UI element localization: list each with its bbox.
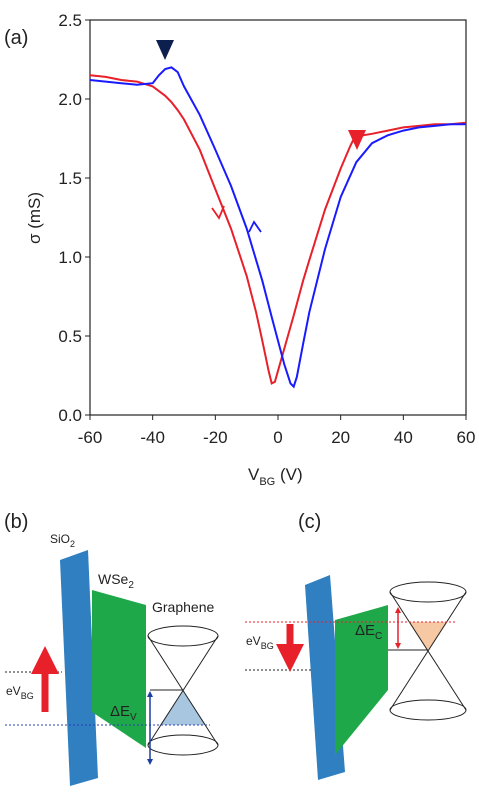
oxide-label: SiO2 xyxy=(50,532,75,549)
y-axis-label: σ (mS) xyxy=(25,192,44,244)
offset-label: ΔEV xyxy=(110,703,137,723)
sweep-arrow-red xyxy=(211,205,225,220)
x-tick-label: 40 xyxy=(394,428,413,447)
oxide-sub: 2 xyxy=(70,539,75,549)
wse2-block xyxy=(92,590,146,748)
y-tick-label: 1.0 xyxy=(58,248,82,267)
bias-text: eV xyxy=(6,684,21,698)
y-tick-label: 2.5 xyxy=(58,11,82,30)
empty-states xyxy=(409,622,447,650)
oxide-bar xyxy=(60,550,98,786)
bias-text: eV xyxy=(246,634,261,648)
series-line xyxy=(89,74,467,385)
sweep-arrow-blue xyxy=(248,220,262,233)
x-axis-label-sub: BG xyxy=(259,476,275,488)
panel-label: (b) xyxy=(4,511,28,533)
graphene-label: Graphene xyxy=(152,599,214,615)
panel-label: (a) xyxy=(4,27,28,49)
y-tick-label: 0.0 xyxy=(58,406,82,425)
offset-text: ΔE xyxy=(355,622,375,639)
valence-marker xyxy=(156,40,174,60)
wse2-text: WSe xyxy=(98,571,129,587)
series-line xyxy=(89,66,466,389)
offset-label: ΔEC xyxy=(355,622,382,642)
bias-label: eVBG xyxy=(6,684,34,701)
offset-text: ΔE xyxy=(110,703,130,720)
dirac-cone xyxy=(389,581,467,721)
x-tick-label: 60 xyxy=(457,428,476,447)
wse2-sub: 2 xyxy=(128,580,134,591)
oxide-text: SiO xyxy=(50,532,70,546)
offset-sub: C xyxy=(375,631,382,642)
bias-sub: BG xyxy=(21,691,34,701)
wse2-block xyxy=(335,605,388,755)
x-axis-label: VBG (V) xyxy=(248,465,303,488)
y-tick-label: 2.0 xyxy=(58,90,82,109)
y-tick-label: 1.5 xyxy=(58,169,82,188)
x-tick-label: -40 xyxy=(140,428,165,447)
panel-label: (c) xyxy=(298,511,321,533)
x-tick-label: 0 xyxy=(273,428,282,447)
x-axis-label-main: V xyxy=(248,465,260,484)
x-axis-label-unit: (V) xyxy=(275,465,302,484)
bias-sub: BG xyxy=(261,641,274,651)
x-tick-label: 20 xyxy=(331,428,350,447)
y-tick-label: 0.5 xyxy=(58,327,82,346)
plot-frame xyxy=(89,19,467,416)
offset-sub: V xyxy=(130,712,137,723)
x-tick-label: -20 xyxy=(203,428,228,447)
filled-states xyxy=(160,690,206,725)
bias-label: eVBG xyxy=(246,634,274,651)
wse2-label: WSe2 xyxy=(98,571,134,591)
x-tick-label: -60 xyxy=(78,428,103,447)
